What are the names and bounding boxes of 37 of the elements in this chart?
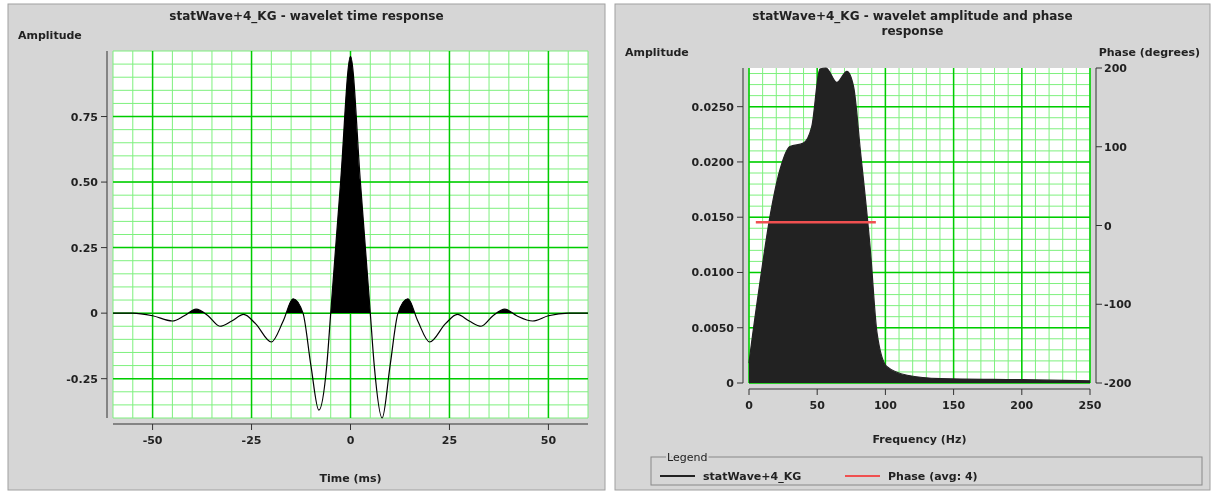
y-tick-label: 0.0250 bbox=[691, 100, 735, 114]
y-axis-title: Amplitude bbox=[625, 46, 689, 59]
x-tick-label: -50 bbox=[142, 434, 163, 447]
y-tick-label: 0.50 bbox=[70, 176, 99, 190]
x-tick-label: -25 bbox=[241, 434, 262, 447]
legend-title: Legend bbox=[667, 451, 708, 464]
x-tick-label: 100 bbox=[873, 399, 898, 412]
y-tick-label: 0.0200 bbox=[691, 155, 735, 169]
y2-tick-label: 200 bbox=[1104, 62, 1128, 75]
x-tick-label: 50 bbox=[809, 399, 826, 412]
legend-label: Phase (avg: 4) bbox=[888, 470, 978, 483]
legend-label: statWave+4_KG bbox=[703, 470, 802, 483]
y-tick-label: 0.75 bbox=[70, 110, 98, 124]
y-tick-label: 0 bbox=[726, 377, 735, 390]
y-tick-label: 0.0100 bbox=[691, 266, 735, 280]
y2-axis-title: Phase (degrees) bbox=[1098, 46, 1200, 59]
x-tick-label: 250 bbox=[1078, 399, 1102, 412]
y-tick-label: 0 bbox=[90, 307, 99, 321]
y-axis-title: Amplitude bbox=[18, 29, 82, 42]
y-tick-label: -0.25 bbox=[66, 372, 98, 386]
x-tick-label: 50 bbox=[540, 434, 557, 447]
y-tick-label: 0.0050 bbox=[691, 321, 735, 335]
y-tick-label: 0.0150 bbox=[691, 211, 735, 225]
y2-tick-label: 0 bbox=[1104, 219, 1112, 233]
y-tick-label: 0.25 bbox=[70, 241, 98, 255]
chart-title: statWave+4_KG - wavelet amplitude and phase response bbox=[752, 9, 1073, 38]
x-tick-label: 200 bbox=[1010, 399, 1034, 412]
x-tick-label: 0 bbox=[745, 399, 754, 412]
chart-title: statWave+4_KG - wavelet time response bbox=[169, 9, 444, 24]
x-tick-label: 150 bbox=[942, 399, 966, 412]
x-axis-title: Frequency (Hz) bbox=[872, 433, 967, 446]
y2-tick-label: -100 bbox=[1104, 298, 1132, 312]
x-tick-label: 0 bbox=[346, 434, 355, 447]
y2-tick-label: -200 bbox=[1104, 377, 1132, 390]
x-tick-label: 25 bbox=[441, 434, 458, 447]
y2-tick-label: 100 bbox=[1104, 140, 1128, 154]
x-axis-title: Time (ms) bbox=[319, 472, 382, 485]
